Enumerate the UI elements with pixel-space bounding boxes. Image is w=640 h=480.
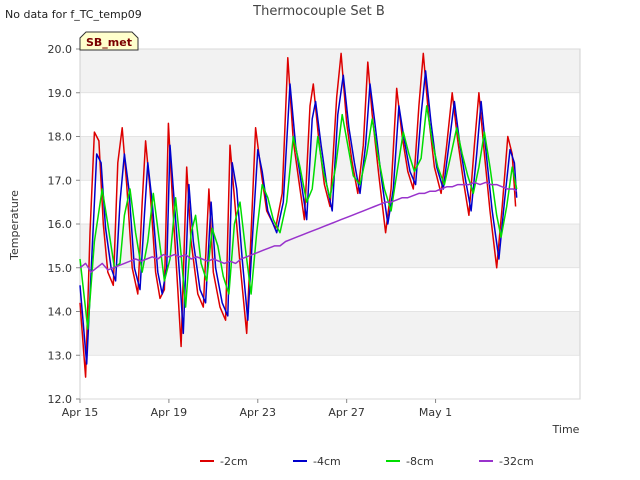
x-tick-label: Apr 19 <box>151 406 188 419</box>
series-line-32cm <box>79 181 518 273</box>
x-tick-label: Apr 23 <box>240 406 277 419</box>
x-axis-label: Time <box>552 423 580 436</box>
y-tick-label: 15.0 <box>48 262 73 275</box>
grid-band <box>80 136 580 181</box>
x-tick-label: Apr 27 <box>328 406 365 419</box>
grid-band <box>80 311 580 356</box>
legend: -2cm -4cm -8cm -32cm <box>200 455 534 468</box>
y-axis: 12.0 13.0 14.0 15.0 16.0 17.0 18.0 19.0 20.0 <box>48 43 80 406</box>
y-axis-label: Temperature <box>8 190 21 261</box>
y-tick-label: 14.0 <box>48 306 73 319</box>
series-layer <box>79 52 518 378</box>
legend-label-8cm: -8cm <box>406 455 434 468</box>
y-tick-label: 20.0 <box>48 43 73 56</box>
x-axis: Apr 15 Apr 19 Apr 23 Apr 27 May 1 <box>62 399 452 419</box>
no-data-note: No data for f_TC_temp09 <box>5 8 142 21</box>
x-tick-label: May 1 <box>419 406 452 419</box>
legend-label-2cm: -2cm <box>220 455 248 468</box>
y-tick-label: 17.0 <box>48 174 73 187</box>
legend-label-4cm: -4cm <box>313 455 341 468</box>
station-badge: SB_met <box>79 31 139 51</box>
series-line-8cm <box>79 105 518 330</box>
legend-label-32cm: -32cm <box>499 455 534 468</box>
series-line-4cm <box>79 70 518 365</box>
badge-label: SB_met <box>86 36 132 49</box>
grid-band <box>80 49 580 93</box>
y-tick-label: 12.0 <box>48 393 73 406</box>
y-tick-label: 13.0 <box>48 349 73 362</box>
y-tick-label: 18.0 <box>48 131 73 144</box>
y-tick-label: 19.0 <box>48 87 73 100</box>
badge-shape <box>79 31 139 51</box>
y-tick-label: 16.0 <box>48 218 73 231</box>
x-tick-label: Apr 15 <box>62 406 99 419</box>
chart-title: Thermocouple Set B <box>252 4 385 19</box>
